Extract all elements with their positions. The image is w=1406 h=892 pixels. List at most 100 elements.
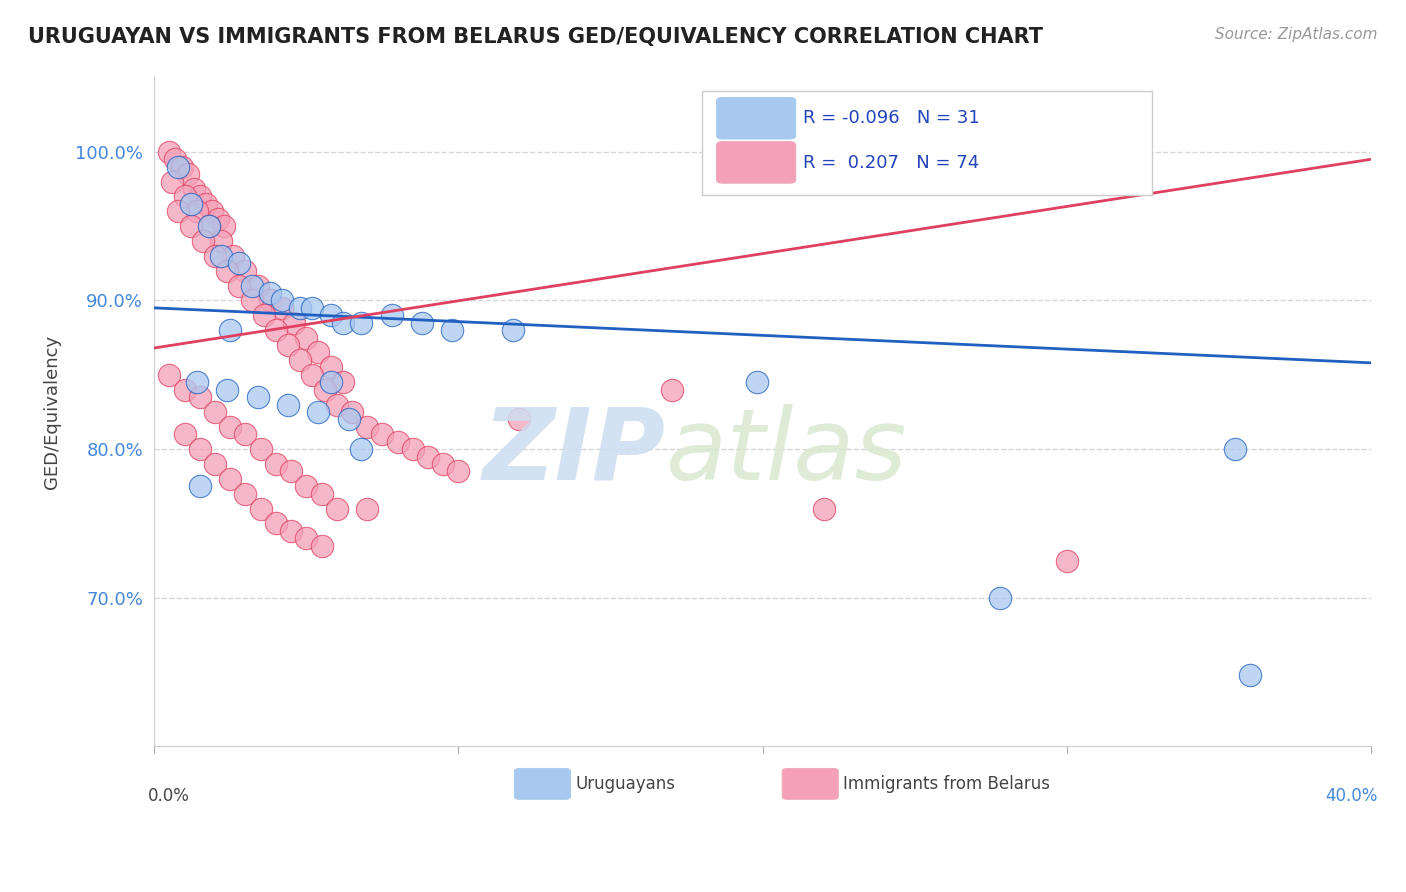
Point [228, 278, 250, 293]
Point [380, 308, 402, 322]
Point [219, 323, 242, 337]
Point [432, 457, 454, 471]
Point [264, 323, 287, 337]
Point [411, 316, 433, 330]
Point [1239, 668, 1261, 682]
Point [337, 412, 360, 426]
Point [314, 383, 336, 397]
Point [246, 278, 269, 293]
Point [371, 427, 394, 442]
Point [188, 479, 211, 493]
Point [319, 360, 342, 375]
Point [253, 308, 276, 322]
Point [308, 345, 330, 359]
Point [186, 375, 208, 389]
Point [173, 427, 195, 442]
Point [170, 160, 193, 174]
Point [988, 591, 1011, 605]
Text: Uruguayans: Uruguayans [575, 775, 675, 793]
Point [502, 323, 524, 337]
Point [290, 301, 312, 315]
Point [183, 182, 205, 196]
Point [508, 412, 530, 426]
Point [264, 457, 287, 471]
Point [240, 293, 263, 308]
Point [661, 383, 683, 397]
Point [240, 278, 263, 293]
Point [235, 263, 257, 277]
Point [356, 501, 378, 516]
Point [280, 524, 302, 538]
Point [311, 486, 333, 500]
Point [157, 145, 180, 159]
Point [246, 390, 269, 404]
Point [235, 486, 257, 500]
Point [198, 219, 221, 233]
Point [249, 442, 271, 456]
Point [176, 167, 198, 181]
FancyBboxPatch shape [782, 769, 838, 799]
Point [204, 249, 226, 263]
Point [264, 516, 287, 531]
Point [447, 464, 470, 478]
Point [167, 160, 190, 174]
Point [188, 442, 211, 456]
FancyBboxPatch shape [717, 97, 796, 139]
Point [387, 434, 409, 449]
Point [311, 539, 333, 553]
Point [207, 211, 229, 226]
Text: ZIP: ZIP [482, 403, 665, 500]
Point [259, 285, 281, 300]
Point [332, 316, 354, 330]
Point [209, 249, 232, 263]
Text: R =  0.207   N = 74: R = 0.207 N = 74 [803, 154, 979, 172]
Text: Source: ZipAtlas.com: Source: ZipAtlas.com [1215, 27, 1378, 42]
Point [301, 301, 323, 315]
Point [180, 196, 202, 211]
Point [1056, 553, 1078, 567]
Point [198, 219, 221, 233]
Point [222, 249, 245, 263]
Point [441, 323, 464, 337]
Point [280, 464, 302, 478]
Point [217, 263, 239, 277]
Point [201, 204, 224, 219]
Point [219, 419, 242, 434]
Point [271, 301, 294, 315]
Point [249, 501, 271, 516]
Point [173, 383, 195, 397]
Point [217, 383, 239, 397]
Text: 0.0%: 0.0% [148, 787, 190, 805]
Point [319, 308, 342, 322]
Point [350, 442, 373, 456]
Point [1223, 442, 1246, 456]
Point [167, 204, 190, 219]
Point [212, 219, 235, 233]
Point [165, 152, 187, 166]
Point [186, 204, 208, 219]
Point [188, 390, 211, 404]
Point [209, 234, 232, 248]
FancyBboxPatch shape [515, 769, 571, 799]
Text: URUGUAYAN VS IMMIGRANTS FROM BELARUS GED/EQUIVALENCY CORRELATION CHART: URUGUAYAN VS IMMIGRANTS FROM BELARUS GED… [28, 27, 1043, 46]
Point [290, 352, 312, 367]
Text: R = -0.096   N = 31: R = -0.096 N = 31 [803, 109, 980, 128]
Point [356, 419, 378, 434]
Point [188, 189, 211, 203]
Point [301, 368, 323, 382]
Point [325, 397, 347, 411]
Point [219, 472, 242, 486]
Point [204, 457, 226, 471]
FancyBboxPatch shape [717, 142, 796, 183]
Point [204, 405, 226, 419]
Text: atlas: atlas [665, 403, 907, 500]
Y-axis label: GED/Equivalency: GED/Equivalency [44, 334, 60, 489]
FancyBboxPatch shape [702, 91, 1153, 194]
Point [235, 427, 257, 442]
Point [191, 234, 214, 248]
Text: Immigrants from Belarus: Immigrants from Belarus [844, 775, 1050, 793]
Point [228, 256, 250, 270]
Point [157, 368, 180, 382]
Point [295, 330, 318, 344]
Point [295, 479, 318, 493]
